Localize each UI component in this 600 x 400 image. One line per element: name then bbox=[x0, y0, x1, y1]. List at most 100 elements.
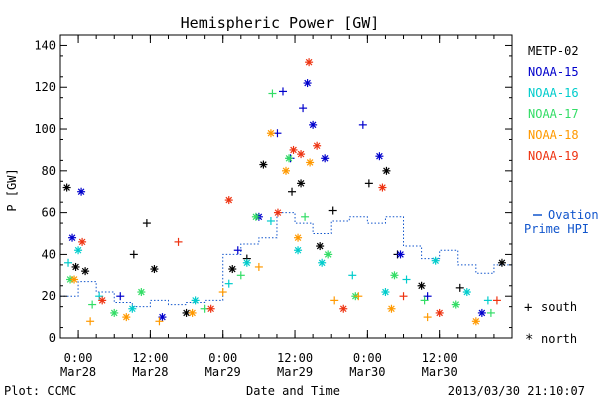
y-tick-label: 60 bbox=[42, 206, 56, 220]
marker-stroke bbox=[313, 142, 321, 150]
data-point-metp-02 bbox=[142, 219, 151, 228]
marker-stroke bbox=[304, 79, 311, 87]
y-tick-label: 20 bbox=[42, 289, 56, 303]
data-point-noaa-15 bbox=[116, 292, 125, 301]
data-point-noaa-15 bbox=[358, 120, 367, 129]
marker-stroke bbox=[225, 196, 233, 204]
data-point-noaa-15 bbox=[278, 87, 287, 96]
chart-title: Hemispheric Power [GW] bbox=[181, 14, 380, 32]
satellite-points bbox=[62, 58, 506, 326]
data-point-noaa-15 bbox=[423, 292, 432, 301]
data-point-noaa-17 bbox=[236, 271, 245, 280]
data-point-metp-02 bbox=[150, 265, 159, 274]
marker-stroke bbox=[379, 184, 386, 191]
data-point-noaa-18 bbox=[354, 292, 363, 301]
x-tick-label-time: 0:00 bbox=[353, 351, 382, 365]
generated-timestamp: 2013/03/30 21:10:07 bbox=[448, 384, 585, 398]
ovation-legend-label-line2: Prime HPI bbox=[524, 222, 589, 236]
data-point-noaa-15 bbox=[299, 104, 308, 113]
marker-stroke bbox=[151, 265, 158, 273]
data-point-noaa-19 bbox=[206, 304, 215, 313]
data-point-noaa-17 bbox=[268, 89, 277, 98]
data-point-noaa-15 bbox=[303, 79, 312, 88]
marker-stroke bbox=[339, 305, 347, 313]
data-point-noaa-16 bbox=[266, 216, 275, 225]
data-point-noaa-19 bbox=[98, 296, 107, 305]
marker-stroke bbox=[138, 288, 145, 296]
marker-stroke bbox=[376, 152, 383, 160]
symbol-legend: + south * north bbox=[524, 300, 577, 348]
symbol-legend-south-marker: + bbox=[524, 300, 532, 316]
data-point-noaa-19 bbox=[297, 150, 306, 159]
data-point-metp-02 bbox=[382, 166, 391, 175]
data-point-noaa-16 bbox=[128, 304, 137, 313]
legend-entry-noaa-15: NOAA-15 bbox=[528, 65, 579, 79]
x-tick-label-date: Mar30 bbox=[422, 365, 458, 379]
marker-stroke bbox=[183, 309, 190, 317]
marker-stroke bbox=[305, 58, 313, 66]
y-tick-label: 0 bbox=[49, 331, 56, 345]
data-point-noaa-15 bbox=[158, 313, 167, 322]
marker-stroke bbox=[382, 288, 389, 296]
data-point-noaa-18 bbox=[70, 275, 79, 284]
legend-entry-noaa-17: NOAA-17 bbox=[528, 107, 579, 121]
x-tick-label-time: 12:00 bbox=[422, 351, 458, 365]
marker-stroke bbox=[228, 265, 236, 273]
marker-stroke bbox=[297, 150, 305, 158]
marker-stroke bbox=[243, 259, 251, 267]
ovation-hpi-series bbox=[60, 212, 512, 308]
data-point-noaa-16 bbox=[402, 275, 411, 284]
symbol-legend-north-label: north bbox=[541, 332, 577, 346]
data-point-noaa-16 bbox=[483, 296, 492, 305]
data-point-noaa-18 bbox=[218, 288, 227, 297]
legend-entry-metp-02: METP-02 bbox=[528, 44, 579, 58]
data-point-noaa-19 bbox=[305, 58, 314, 67]
marker-stroke bbox=[159, 313, 166, 321]
data-point-noaa-17 bbox=[486, 308, 495, 317]
data-point-metp-02 bbox=[497, 258, 506, 267]
marker-stroke bbox=[306, 159, 314, 166]
x-tick-label-date: Mar29 bbox=[277, 365, 313, 379]
marker-stroke bbox=[478, 309, 486, 317]
data-point-noaa-16 bbox=[318, 258, 327, 267]
data-point-metp-02 bbox=[81, 267, 90, 276]
marker-stroke bbox=[463, 288, 471, 296]
marker-stroke bbox=[397, 251, 404, 258]
data-point-metp-02 bbox=[129, 250, 138, 259]
marker-stroke bbox=[294, 234, 302, 242]
data-point-noaa-16 bbox=[224, 279, 233, 288]
marker-stroke bbox=[77, 188, 85, 196]
marker-stroke bbox=[207, 305, 214, 313]
marker-stroke bbox=[274, 209, 282, 216]
marker-stroke bbox=[192, 297, 199, 304]
data-point-noaa-18 bbox=[387, 304, 396, 313]
marker-stroke bbox=[282, 167, 290, 175]
data-point-metp-02 bbox=[288, 187, 297, 196]
data-point-noaa-19 bbox=[174, 237, 183, 246]
marker-stroke bbox=[432, 257, 439, 264]
data-point-noaa-18 bbox=[266, 129, 275, 138]
data-point-metp-02 bbox=[62, 183, 71, 192]
data-point-noaa-19 bbox=[339, 304, 348, 313]
y-tick-label: 120 bbox=[34, 80, 56, 94]
data-point-noaa-16 bbox=[381, 288, 390, 297]
marker-stroke bbox=[74, 246, 82, 254]
data-point-metp-02 bbox=[364, 179, 373, 188]
y-tick-label: 40 bbox=[42, 247, 56, 261]
data-point-noaa-19 bbox=[224, 196, 233, 205]
data-point-noaa-18 bbox=[282, 166, 290, 175]
data-point-noaa-19 bbox=[435, 308, 444, 317]
marker-stroke bbox=[309, 121, 317, 129]
data-point-noaa-18 bbox=[423, 313, 432, 322]
data-point-noaa-19 bbox=[492, 296, 501, 305]
marker-stroke bbox=[72, 263, 79, 271]
data-point-metp-02 bbox=[297, 179, 306, 188]
marker-stroke bbox=[290, 146, 297, 154]
x-tick-label-date: Mar28 bbox=[60, 365, 96, 379]
symbol-legend-north-marker: * bbox=[525, 332, 533, 348]
x-axis-label: Date and Time bbox=[246, 384, 340, 398]
marker-stroke bbox=[316, 242, 324, 250]
marker-stroke bbox=[98, 297, 106, 304]
data-point-noaa-19 bbox=[78, 237, 87, 246]
x-tick-label-time: 0:00 bbox=[208, 351, 237, 365]
